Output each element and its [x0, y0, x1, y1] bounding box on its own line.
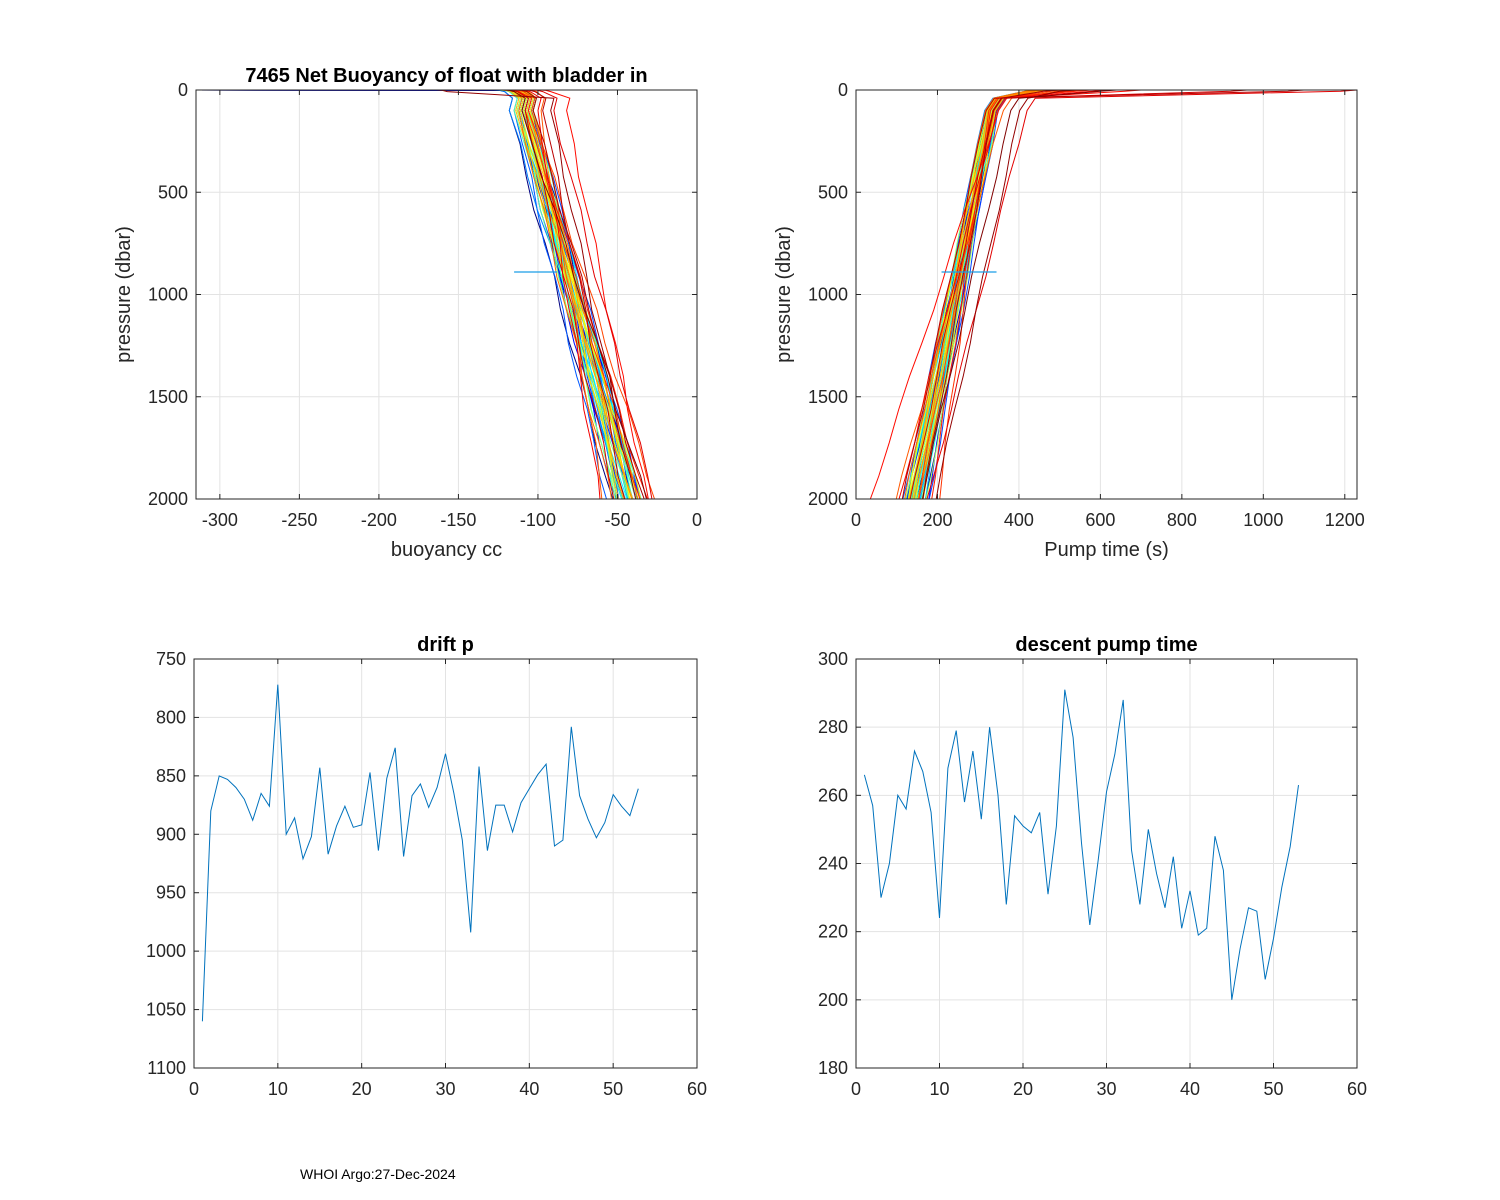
pumptime-xtick-label: 400	[1004, 510, 1034, 530]
descent-pump-xtick-label: 20	[1013, 1079, 1033, 1099]
drift-p-title: drift p	[417, 634, 474, 656]
buoyancy-profile-line	[502, 90, 647, 499]
drift-p-ytick-label: 900	[156, 824, 186, 844]
pumptime-ylabel: pressure (dbar)	[773, 226, 795, 363]
drift-p-ytick-label: 1100	[147, 1058, 186, 1078]
buoyancy-profile-line	[539, 90, 649, 499]
descent-pump-ytick-label: 220	[818, 922, 848, 942]
buoyancy-profile-line	[436, 90, 637, 499]
pumptime-profile-line	[922, 90, 1357, 499]
descent-pump-ytick-label: 260	[818, 785, 848, 805]
descent-pump-title: descent pump time	[1015, 634, 1197, 656]
buoyancy-ytick-label: 1000	[148, 285, 188, 305]
pump-time-profile-axes: 0 200 400 600 800 1000 1200 0 500 1000 1500 2000 Pum…	[773, 80, 1365, 561]
drift-p-xtick-label: 50	[603, 1079, 623, 1099]
pumptime-xtick-label: 1200	[1325, 510, 1365, 530]
drift-pressure-axes: 0 10 20 30 40 50 60 750 800 850 900 950 1000 1050 1100…	[146, 634, 707, 1099]
descent-pump-xtick-label: 60	[1347, 1079, 1367, 1099]
pumptime-profile-line	[901, 90, 1357, 499]
drift-p-ytick-label: 750	[156, 649, 186, 669]
buoyancy-profile-line	[515, 90, 645, 499]
pumptime-xtick-label: 1000	[1243, 510, 1283, 530]
pumptime-ytick-label: 0	[838, 80, 848, 100]
descent-pump-xtick-label: 0	[851, 1079, 861, 1099]
buoyancy-xlabel: buoyancy cc	[391, 539, 502, 561]
descent-pump-xtick-label: 10	[929, 1079, 949, 1099]
footer-stamp: WHOI Argo:27-Dec-2024	[300, 1166, 456, 1182]
descent-pump-xtick-label: 30	[1096, 1079, 1116, 1099]
pumptime-profile-line	[931, 90, 1357, 499]
buoyancy-profile-line	[512, 90, 656, 499]
drift-p-xtick-label: 0	[189, 1079, 199, 1099]
descent-pump-ytick-label: 280	[818, 717, 848, 737]
drift-p-ytick-label: 950	[156, 883, 186, 903]
buoyancy-ylabel: pressure (dbar)	[113, 226, 135, 363]
descent-pump-ytick-label: 180	[818, 1058, 848, 1078]
pumptime-profile-line	[913, 90, 1357, 499]
drift-p-xtick-label: 10	[268, 1079, 288, 1099]
descent-pump-series-line	[863, 689, 1299, 1000]
pumptime-xlabel: Pump time (s)	[1044, 539, 1168, 561]
buoyancy-ytick-label: 2000	[148, 489, 188, 509]
pumptime-xtick-label: 600	[1085, 510, 1115, 530]
descent-pump-xtick-label: 40	[1180, 1079, 1200, 1099]
drift-p-ytick-label: 800	[156, 707, 186, 727]
buoyancy-series-group	[196, 90, 656, 499]
buoyancy-xtick-label: -150	[440, 510, 476, 530]
buoyancy-profile-axes: -300 -250 -200 -150 -100 -50 0 0 500 1000 1500 2000…	[113, 65, 702, 561]
pumptime-profile-line	[926, 90, 1357, 499]
drift-p-xtick-label: 30	[435, 1079, 455, 1099]
buoyancy-ytick-label: 1500	[148, 387, 188, 407]
buoyancy-xtick-label: -300	[202, 510, 238, 530]
buoyancy-ytick-label: 500	[158, 182, 188, 202]
drift-p-series-line	[201, 684, 639, 1022]
pumptime-profile-line	[921, 90, 1357, 499]
drift-p-xtick-label: 20	[352, 1079, 372, 1099]
pumptime-profile-line	[935, 90, 1357, 499]
drift-p-xtick-label: 60	[687, 1079, 707, 1099]
pumptime-ytick-label: 1500	[808, 387, 848, 407]
drift-p-ytick-label: 850	[156, 766, 186, 786]
pumptime-xtick-label: 0	[851, 510, 861, 530]
buoyancy-profile-line	[512, 90, 639, 499]
descent-pump-xtick-label: 50	[1263, 1079, 1283, 1099]
descent-pump-ytick-label: 200	[818, 990, 848, 1010]
buoyancy-profile-line	[523, 90, 626, 499]
descent-pump-ytick-label: 300	[818, 649, 848, 669]
buoyancy-profile-line	[518, 90, 601, 499]
pumptime-xtick-label: 800	[1167, 510, 1197, 530]
pumptime-profile-line	[898, 90, 1357, 499]
buoyancy-xtick-label: -200	[361, 510, 397, 530]
pumptime-ytick-label: 1000	[808, 285, 848, 305]
pumptime-ytick-label: 500	[818, 182, 848, 202]
buoyancy-ytick-label: 0	[178, 80, 188, 100]
buoyancy-xtick-label: 0	[692, 510, 702, 530]
descent-pump-time-axes: 0 10 20 30 40 50 60 180 200 220 240 260 280 300 descen…	[818, 634, 1367, 1099]
pumptime-profile-line	[908, 90, 1357, 499]
buoyancy-xtick-label: -250	[281, 510, 317, 530]
drift-p-xtick-label: 40	[519, 1079, 539, 1099]
pumptime-xtick-label: 200	[922, 510, 952, 530]
buoyancy-title: 7465 Net Buoyancy of float with bladder …	[245, 65, 647, 87]
buoyancy-profile-line	[531, 90, 653, 499]
buoyancy-xtick-label: -100	[520, 510, 556, 530]
drift-p-ytick-label: 1000	[146, 941, 186, 961]
pumptime-series-group	[869, 90, 1357, 499]
buoyancy-xtick-label: -50	[604, 510, 630, 530]
drift-p-ytick-label: 1050	[146, 1000, 186, 1020]
descent-pump-ytick-label: 240	[818, 854, 848, 874]
pumptime-ytick-label: 2000	[808, 489, 848, 509]
